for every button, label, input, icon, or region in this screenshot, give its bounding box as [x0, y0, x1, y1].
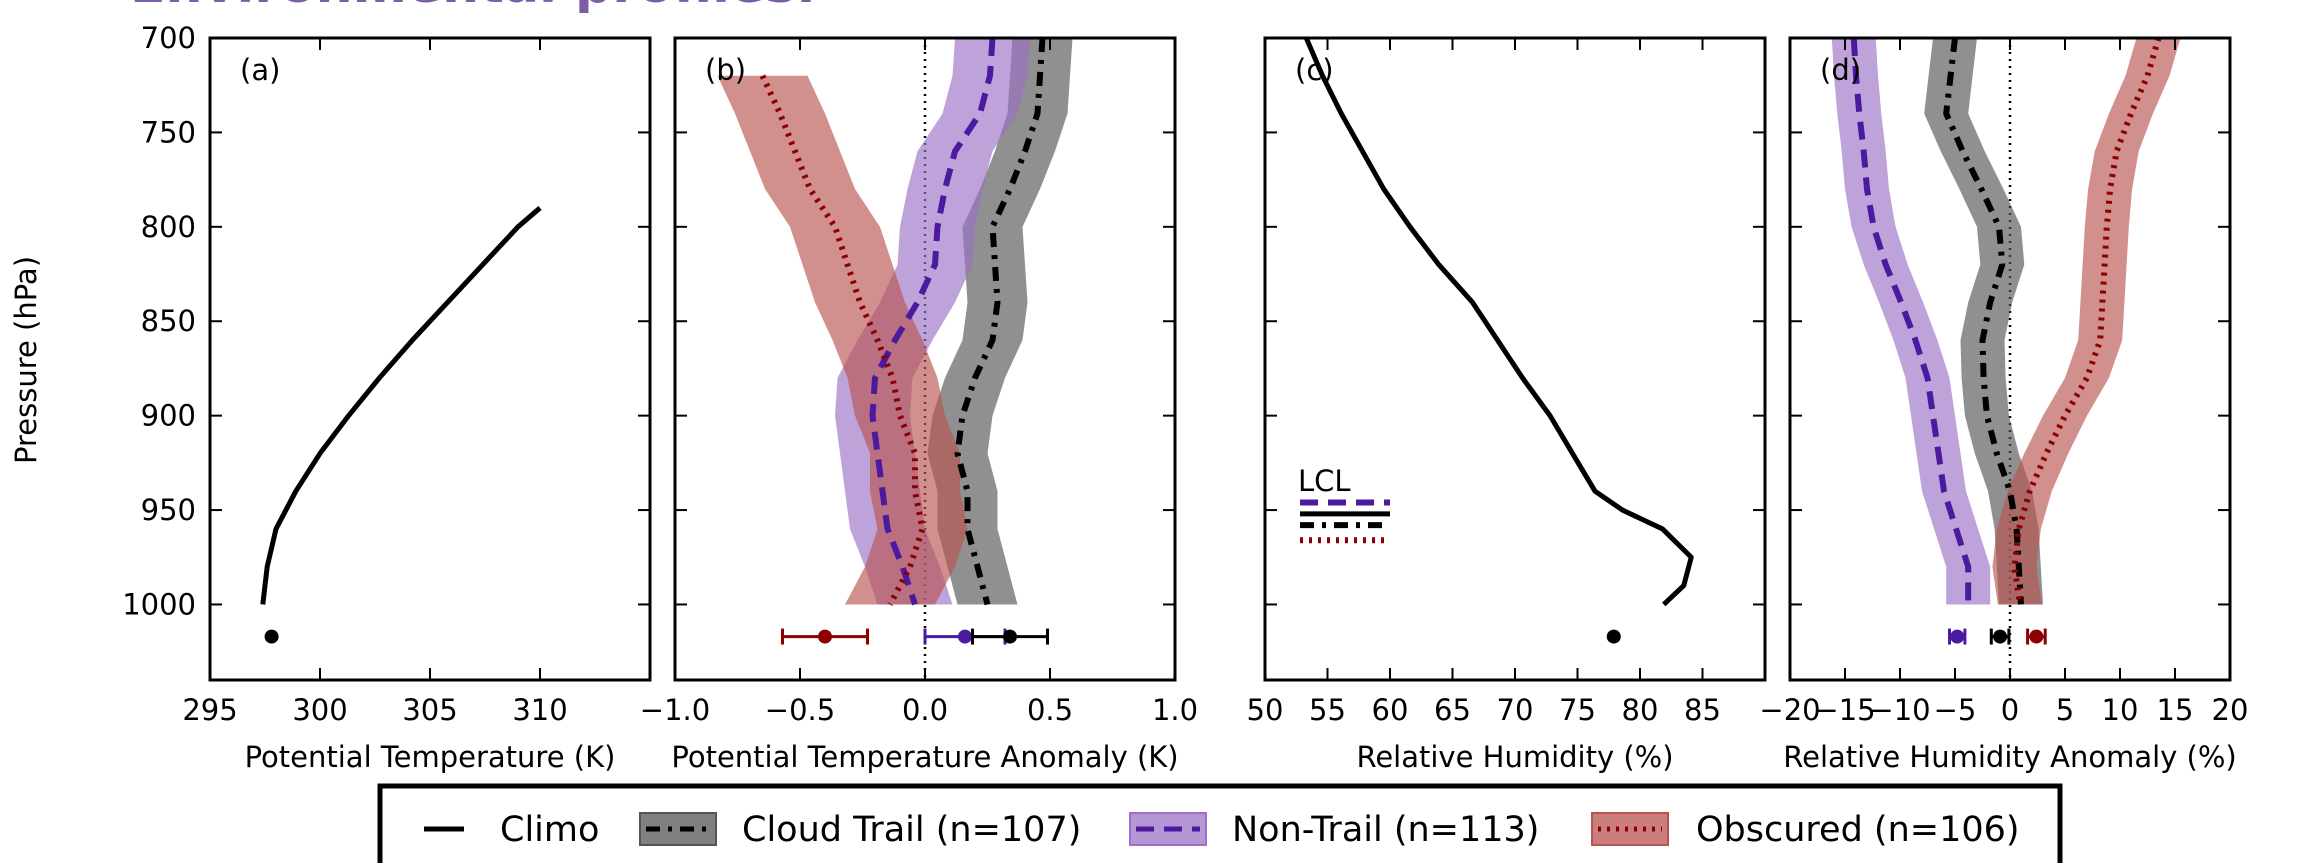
x-tick-label: 20: [2212, 693, 2249, 727]
legend-item-nontrail: Non-Trail (n=113): [1129, 810, 1539, 850]
climo-surface-point: [264, 629, 279, 644]
x-tick-label: 60: [1372, 693, 1409, 727]
x-tick-label: 75: [1559, 693, 1596, 727]
y-tick-label: 850: [141, 304, 196, 338]
x-tick-label: 300: [292, 693, 347, 727]
x-tick-label: −10: [1869, 693, 1930, 727]
y-tick-label: 900: [141, 399, 196, 433]
x-tick-label: 80: [1622, 693, 1659, 727]
x-axis-label: Relative Humidity Anomaly (%): [1783, 740, 2236, 774]
obscured-line: [2011, 38, 2162, 605]
panel-label: (b): [705, 53, 746, 87]
x-tick-label: 1.0: [1152, 693, 1198, 727]
panel-d: −20−15−10 −5 0 5 10 15 20 Relative Humidity Ano…: [1759, 36, 2249, 774]
axes-frame: [208, 36, 652, 682]
climo-line: [1303, 38, 1694, 607]
obscured-band: [717, 75, 968, 605]
x-tick-label: 0.0: [902, 693, 948, 727]
y-tick-label: 750: [141, 115, 196, 149]
plot-area: [1831, 38, 2181, 680]
obscured-surface-point: [818, 629, 832, 644]
panel-a: 295 300 305 310 Potential Temperature (K) 700…: [122, 21, 652, 774]
x-axis-label: Relative Humidity (%): [1356, 740, 1673, 774]
climo-surface-point: [1606, 629, 1621, 644]
panel-b: −1.0 −0.5 0.0 0.5 1.0 Potential Temperature A…: [640, 36, 1198, 774]
x-tick-label: 310: [512, 693, 567, 727]
nontrail-line: [869, 38, 996, 606]
trail-surface-point: [1003, 629, 1017, 644]
plot-area: [1303, 38, 1694, 607]
x-tick-label: 55: [1309, 693, 1346, 727]
y-axis-label: Pressure (hPa): [9, 256, 43, 464]
x-tick-label: 10: [2102, 693, 2139, 727]
x-tick-label: 0: [2001, 693, 2019, 727]
x-axis-label: Potential Temperature (K): [245, 740, 616, 774]
axes-frame: [1263, 36, 1767, 682]
nontrail-surface-point: [958, 629, 972, 644]
x-tick-label: 70: [1497, 693, 1534, 727]
legend-item-obscured: Obscured (n=106): [1591, 810, 2020, 850]
x-tick-label: −15: [1814, 693, 1875, 727]
panel-label: (c): [1295, 53, 1334, 87]
panel-label: (d): [1820, 53, 1861, 87]
plot-area: [717, 38, 1073, 680]
trail-surface-point: [1993, 629, 2008, 644]
x-tick-label: 15: [2157, 693, 2194, 727]
legend-item-climo: Climo: [424, 810, 599, 850]
nontrail-line: [1850, 38, 1972, 605]
climo-line: [260, 206, 542, 605]
header-fragment: Environmental profiles.: [130, 0, 816, 15]
nontrail-surface-point: [1950, 629, 1965, 644]
x-tick-label: 5: [2056, 693, 2074, 727]
y-tick-label: 950: [141, 493, 196, 527]
x-tick-label: −0.5: [765, 693, 835, 727]
x-tick-label: −1.0: [640, 693, 710, 727]
x-tick-label: −5: [1934, 693, 1977, 727]
trail-band: [927, 38, 1073, 605]
x-axis-label: Potential Temperature Anomaly (K): [671, 740, 1178, 774]
legend-label: Non-Trail (n=113): [1232, 810, 1539, 850]
y-tick-label: 700: [141, 21, 196, 55]
x-tick-label: 0.5: [1027, 693, 1073, 727]
obscured-surface-point: [2029, 629, 2044, 644]
obscured-line: [759, 74, 926, 606]
panel-label: (a): [240, 53, 280, 87]
legend-label: Obscured (n=106): [1696, 810, 2020, 850]
legend-label: Climo: [500, 810, 599, 850]
x-tick-label: −20: [1759, 693, 1820, 727]
y-tick-label: 1000: [122, 587, 196, 621]
legend: Climo Cloud Trail (n=107) Non-Trail (n=113…: [377, 783, 2063, 863]
y-tick-label: 800: [141, 210, 196, 244]
trail-line: [954, 38, 1046, 606]
legend-label: Cloud Trail (n=107): [742, 810, 1081, 850]
x-tick-label: 305: [402, 693, 457, 727]
x-tick-label: 85: [1684, 693, 1721, 727]
plot-area: [260, 206, 542, 605]
trail-line: [1943, 38, 2024, 605]
x-tick-label: 65: [1434, 693, 1471, 727]
trail-band: [1924, 38, 2043, 605]
legend-item-trail: Cloud Trail (n=107): [639, 810, 1081, 850]
x-tick-label: 295: [182, 693, 237, 727]
x-tick-label: 50: [1247, 693, 1284, 727]
legend-handle: [1591, 812, 1669, 846]
obscured-band: [1992, 38, 2181, 605]
panel-c: 50 55 60 65 70 75 80 85 Relative Humidity (%) (c)…: [1247, 36, 1767, 774]
lcl-label: LCL: [1298, 464, 1351, 498]
